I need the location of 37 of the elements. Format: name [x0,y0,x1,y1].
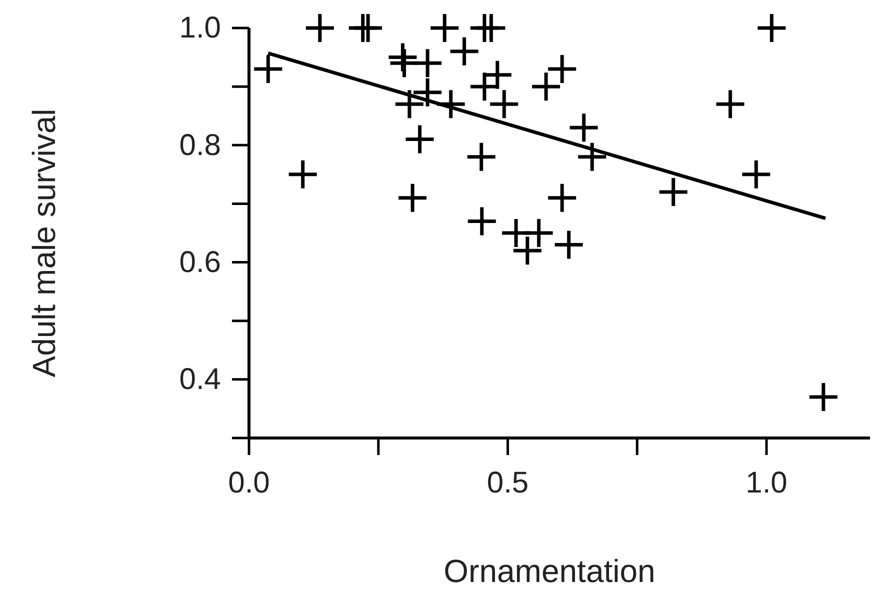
point [430,14,459,42]
y-tick-label: 0.4 [179,363,221,396]
point [490,90,518,118]
y-tick-label: 0.8 [179,128,221,162]
point [716,90,744,118]
y-tick-label: 1.0 [179,12,221,45]
point [554,230,583,259]
point [809,383,838,411]
y-tick-label: 0.6 [179,246,221,279]
x-axis-title: Ornamentation [444,553,656,589]
point [467,142,496,171]
point [354,14,382,42]
point [406,125,434,154]
point [254,55,282,83]
point [532,72,560,101]
point [548,184,576,212]
point [513,236,542,265]
point [398,184,427,212]
point [477,14,506,42]
point [524,219,553,247]
point [659,178,688,206]
point [468,207,496,236]
point [414,49,442,78]
x-tick-label: 0.5 [486,466,529,500]
point [578,142,606,171]
x-tick-label: 0.0 [228,466,270,500]
x-tick-label: 1.0 [746,466,788,500]
y-axis-title: Adult male survival [26,108,62,378]
point [306,14,334,42]
point [395,90,424,118]
point [742,160,770,188]
point [288,160,317,188]
point [548,55,576,83]
point [450,37,478,66]
point [570,114,598,142]
point [414,78,442,106]
point [758,14,786,42]
